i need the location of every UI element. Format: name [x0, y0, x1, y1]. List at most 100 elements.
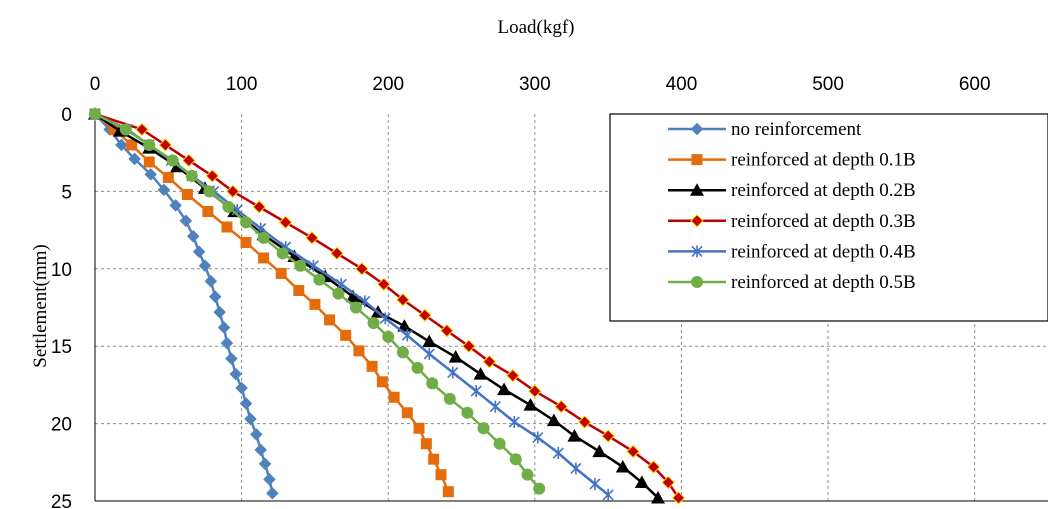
- data-point: [521, 468, 534, 481]
- data-point: [217, 321, 231, 334]
- data-point: [411, 361, 424, 374]
- legend-item: reinforced at depth 0.4B: [668, 241, 916, 262]
- data-point: [293, 284, 305, 296]
- data-point: [252, 200, 266, 214]
- data-point: [509, 453, 522, 466]
- data-point: [546, 413, 561, 427]
- data-point: [349, 301, 362, 314]
- data-point: [249, 428, 263, 441]
- data-point: [477, 422, 490, 435]
- x-tick-label: 400: [666, 74, 698, 95]
- data-point: [634, 475, 649, 489]
- data-point: [359, 295, 371, 308]
- x-tick-labels: 0 100 200 300 400 500 600: [90, 74, 991, 95]
- data-point: [401, 407, 413, 419]
- data-point: [182, 153, 196, 168]
- data-point: [428, 453, 440, 465]
- legend-item: reinforced at depth 0.1B: [668, 150, 916, 171]
- data-point: [601, 429, 615, 443]
- data-point: [420, 438, 432, 450]
- data-point: [89, 108, 101, 120]
- data-point: [330, 246, 344, 261]
- data-point: [157, 183, 171, 197]
- data-point: [192, 245, 206, 259]
- y-tick-label: 5: [61, 182, 72, 203]
- data-point: [224, 352, 238, 365]
- data-point: [366, 360, 378, 372]
- legend: no reinforcement reinforced at depth 0.1B…: [609, 113, 1048, 322]
- data-point: [258, 457, 272, 471]
- data-point: [493, 437, 506, 450]
- data-point: [379, 312, 391, 325]
- data-point: [577, 415, 592, 429]
- data-point: [257, 231, 270, 244]
- data-point: [169, 198, 182, 212]
- data-point: [646, 460, 661, 474]
- data-point: [508, 416, 520, 429]
- data-point: [589, 477, 601, 490]
- data-point: [166, 154, 179, 167]
- data-point: [143, 138, 156, 151]
- data-point: [355, 262, 369, 276]
- data-point: [418, 308, 432, 322]
- data-point: [435, 469, 447, 481]
- data-point: [377, 277, 391, 291]
- data-point: [324, 314, 336, 326]
- data-point: [143, 156, 155, 168]
- data-point: [353, 345, 365, 357]
- data-point: [258, 252, 270, 264]
- data-point: [497, 382, 512, 396]
- data-point: [388, 391, 400, 403]
- data-point: [489, 400, 501, 413]
- x-tick-label: 300: [519, 74, 551, 95]
- data-point: [220, 336, 234, 350]
- y-tick-label: 15: [51, 337, 72, 358]
- data-point: [229, 367, 243, 381]
- data-point: [470, 385, 482, 398]
- data-point: [208, 290, 222, 304]
- x-tick-label: 100: [226, 74, 258, 95]
- legend-item: reinforced at depth 0.3B: [668, 211, 916, 232]
- data-point: [532, 431, 544, 444]
- data-point: [213, 305, 226, 319]
- data-point: [203, 185, 216, 198]
- data-point: [226, 184, 240, 199]
- data-point: [422, 334, 437, 348]
- series-4: [88, 107, 686, 505]
- data-point: [376, 376, 388, 388]
- data-point: [661, 475, 675, 490]
- data-point: [240, 216, 253, 229]
- data-point: [235, 381, 248, 395]
- data-point: [447, 366, 459, 379]
- legend-swatch-marker: [691, 276, 703, 288]
- data-point: [671, 491, 686, 505]
- data-point: [135, 122, 149, 137]
- data-point: [651, 490, 666, 504]
- legend-swatch-marker: [691, 245, 703, 258]
- series-6: [89, 108, 546, 495]
- data-point: [158, 138, 173, 152]
- data-point: [443, 392, 456, 405]
- data-point: [119, 123, 132, 136]
- data-point: [401, 329, 413, 342]
- legend-swatch-marker: [690, 183, 704, 196]
- data-point: [162, 171, 174, 183]
- series-1: [88, 107, 279, 500]
- data-point: [305, 231, 319, 245]
- data-point: [482, 354, 497, 369]
- data-point: [533, 482, 546, 495]
- legend-item: reinforced at depth 0.2B: [668, 180, 916, 201]
- data-point: [332, 287, 345, 300]
- data-point: [185, 169, 198, 182]
- legend-label: no reinforcement: [731, 119, 862, 140]
- data-point: [278, 215, 293, 230]
- data-point: [473, 367, 488, 380]
- data-point: [240, 236, 252, 248]
- data-point: [266, 486, 279, 500]
- data-point: [552, 447, 564, 460]
- data-point: [275, 267, 287, 279]
- legend-label: reinforced at depth 0.3B: [731, 211, 916, 232]
- data-point: [506, 368, 520, 383]
- y-tick-label: 10: [51, 260, 72, 281]
- y-tick-label: 25: [51, 492, 72, 509]
